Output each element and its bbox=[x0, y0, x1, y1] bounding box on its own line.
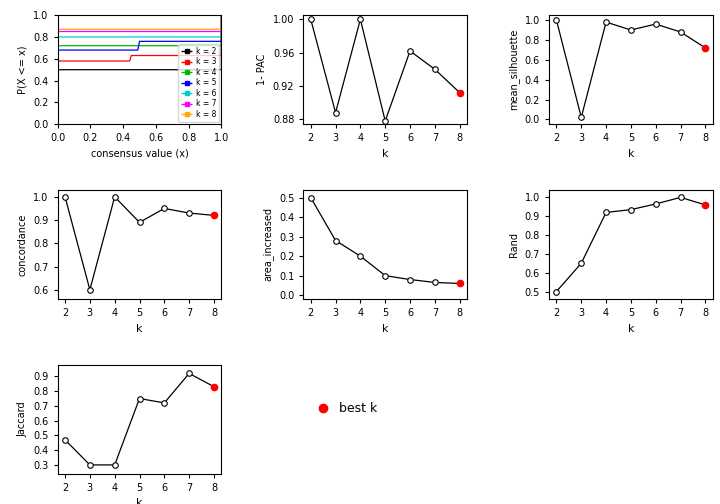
Y-axis label: Rand: Rand bbox=[509, 232, 519, 257]
Y-axis label: Jaccard: Jaccard bbox=[18, 401, 27, 437]
X-axis label: k: k bbox=[628, 324, 634, 334]
Text: best k: best k bbox=[339, 402, 377, 415]
Legend: k = 2, k = 3, k = 4, k = 5, k = 6, k = 7, k = 8: k = 2, k = 3, k = 4, k = 5, k = 6, k = 7… bbox=[178, 44, 219, 122]
X-axis label: k: k bbox=[628, 149, 634, 159]
X-axis label: k: k bbox=[382, 324, 389, 334]
Y-axis label: concordance: concordance bbox=[18, 213, 27, 276]
Y-axis label: P(X <= x): P(X <= x) bbox=[18, 45, 27, 94]
Y-axis label: mean_silhouette: mean_silhouette bbox=[508, 29, 519, 110]
X-axis label: k: k bbox=[136, 498, 143, 504]
X-axis label: k: k bbox=[382, 149, 389, 159]
X-axis label: consensus value (x): consensus value (x) bbox=[91, 149, 189, 159]
Y-axis label: 1- PAC: 1- PAC bbox=[257, 54, 267, 85]
X-axis label: k: k bbox=[136, 324, 143, 334]
Y-axis label: area_increased: area_increased bbox=[262, 208, 274, 281]
